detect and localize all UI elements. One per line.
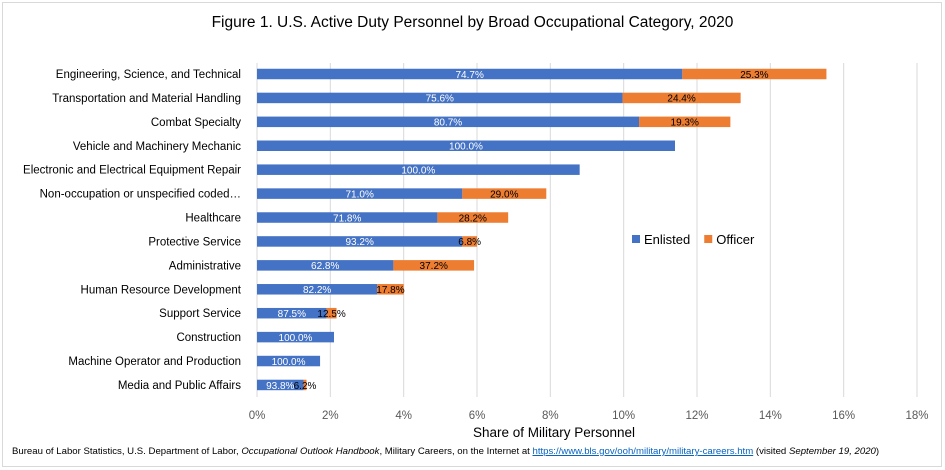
category-label: Protective Service [148,236,241,248]
bar-chart: 0% 2% 4% 6% 8% 10% 12% 14% 16% 18% Engineering, Sc… [0,0,945,470]
source-prefix: Bureau of Labor Statistics, U.S. Departm… [12,446,241,457]
enlisted-data-label: 80.7% [434,118,462,129]
enlisted-data-label: 100.0% [401,165,435,176]
category-label: Transportation and Material Handling [52,93,241,105]
officer-data-label: 25.3% [740,70,768,81]
category-label: Vehicle and Machinery Mechanic [73,141,241,153]
enlisted-data-label: 82.2% [303,285,331,296]
x-tick-label: 0% [249,410,266,422]
enlisted-data-label: 71.0% [345,189,373,200]
category-label: Support Service [159,308,241,320]
enlisted-data-label: 71.8% [333,213,361,224]
source-visited-date: September 19, 2020 [789,446,876,457]
officer-data-label: 12.5% [317,309,345,320]
category-label: Machine Operator and Production [68,356,241,368]
x-tick-label: 16% [832,410,855,422]
source-middle: , Military Careers, on the Internet at [379,446,532,457]
enlisted-data-label: 100.0% [449,142,483,153]
x-tick-label: 4% [395,410,412,422]
category-label: Engineering, Science, and Technical [56,69,241,81]
officer-legend-swatch [704,235,712,243]
category-label: Media and Public Affairs [118,380,241,392]
officer-data-label: 24.4% [667,94,695,105]
x-tick-label: 12% [685,410,708,422]
enlisted-data-label: 93.2% [345,237,373,248]
enlisted-data-label: 100.0% [279,333,313,344]
officer-data-label: 28.2% [459,213,487,224]
enlisted-data-label: 74.7% [455,70,483,81]
category-label: Non-occupation or unspecified coded… [40,189,241,201]
source-visited-suffix: ) [876,446,879,457]
officer-legend-label: Officer [716,232,755,247]
x-tick-label: 2% [322,410,339,422]
category-label: Human Resource Development [81,284,242,296]
enlisted-data-label: 100.0% [272,357,306,368]
officer-data-label: 37.2% [420,261,448,272]
x-tick-label: 10% [612,410,635,422]
category-label: Healthcare [185,213,241,225]
x-tick-label: 8% [542,410,559,422]
x-tick-label: 14% [759,410,782,422]
enlisted-data-label: 87.5% [278,309,306,320]
source-link[interactable]: https://www.bls.gov/ooh/military/militar… [533,446,754,457]
officer-data-label: 29.0% [490,189,518,200]
source-note: Bureau of Labor Statistics, U.S. Departm… [12,446,879,457]
source-visited-prefix: (visited [753,446,789,457]
x-tick-label: 6% [469,410,486,422]
x-axis-title: Share of Military Personnel [473,425,635,440]
officer-data-label: 19.3% [671,118,699,129]
officer-data-label: 17.8% [376,285,404,296]
enlisted-legend-label: Enlisted [644,232,690,247]
enlisted-data-label: 75.6% [426,94,454,105]
x-tick-label: 18% [905,410,928,422]
enlisted-legend-swatch [632,235,640,243]
enlisted-data-label: 93.8% [266,381,294,392]
category-label: Construction [176,332,241,344]
officer-data-label: 6.2% [294,381,317,392]
category-label: Combat Specialty [151,117,241,129]
source-publication: Occupational Outlook Handbook [241,446,379,457]
officer-data-label: 6.8% [458,237,481,248]
category-label: Electronic and Electrical Equipment Repa… [23,165,241,177]
category-label: Administrative [169,260,241,272]
enlisted-data-label: 62.8% [311,261,339,272]
